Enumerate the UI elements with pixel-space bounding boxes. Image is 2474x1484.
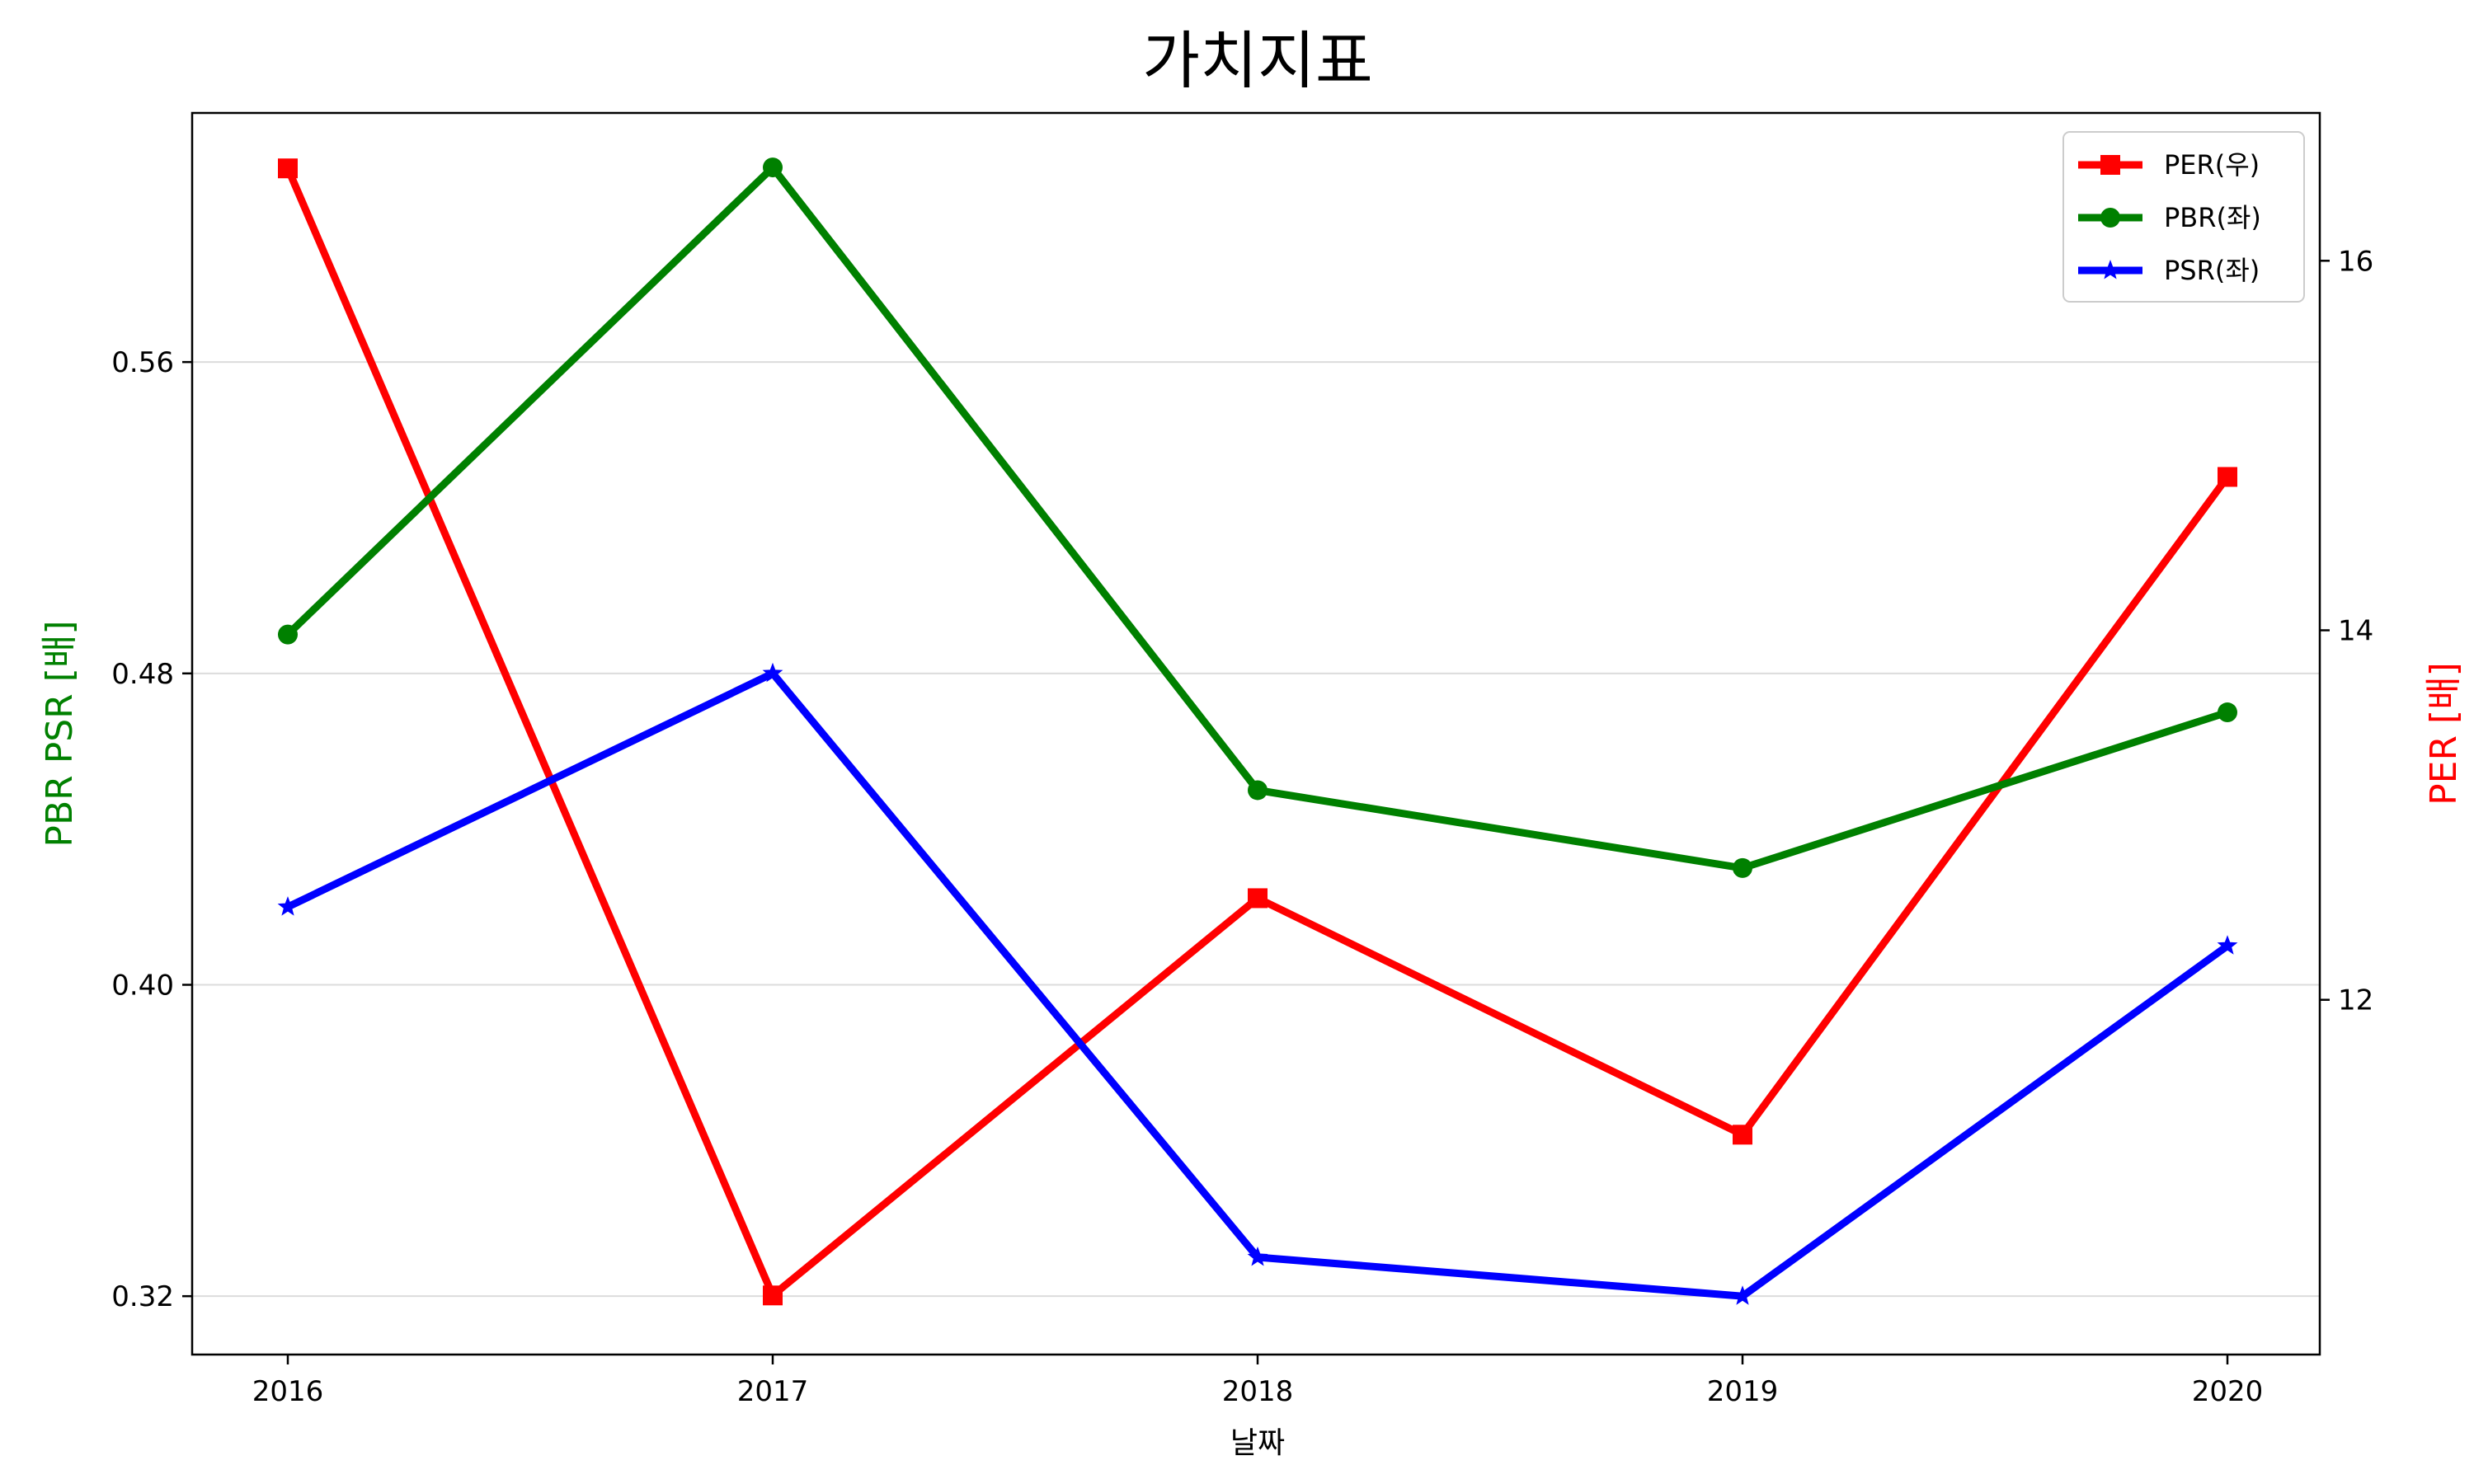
x-tick-label: 2016: [252, 1375, 324, 1408]
right-tick-label: 14: [2338, 615, 2373, 648]
left-tick-label: 0.48: [111, 658, 174, 691]
legend-label-per: PER(우): [2164, 149, 2260, 181]
series-line-per: [284, 167, 2231, 1299]
x-axis: 2016 2017 2018 2019 2020: [252, 1355, 2264, 1408]
grid-lines: [192, 361, 2320, 1298]
series-layer: [277, 157, 2238, 1306]
series-pbr: [278, 157, 2237, 878]
x-tick-label: 2018: [1222, 1375, 1294, 1408]
legend-marker-pbr: [2100, 208, 2120, 228]
left-y-axis: 0.32 0.40 0.48 0.56: [111, 346, 192, 1313]
legend-label-psr: PSR(좌): [2164, 255, 2260, 286]
left-tick-label: 0.40: [111, 970, 174, 1003]
right-tick-label: 12: [2338, 984, 2373, 1017]
x-tick-label: 2020: [2192, 1375, 2264, 1408]
series-per: [278, 158, 2237, 1306]
x-axis-label: 날짜: [1230, 1426, 1285, 1460]
data-point-psr: [762, 662, 783, 683]
data-point-pbr: [1733, 857, 1752, 878]
chart-title: 가치지표: [1142, 24, 1373, 97]
legend: PER(우) PBR(좌) PSR(좌): [2062, 131, 2305, 303]
data-point-pbr: [2218, 702, 2237, 723]
left-tick-label: 0.56: [111, 346, 174, 379]
left-tick-label: 0.32: [111, 1280, 174, 1313]
data-point-per: [2218, 467, 2237, 487]
data-point-pbr: [1248, 780, 1268, 801]
legend-label-pbr: PBR(좌): [2164, 202, 2261, 233]
data-point-psr: [1732, 1285, 1753, 1305]
x-tick-label: 2019: [1707, 1375, 1779, 1408]
legend-marker-psr: [2100, 260, 2121, 279]
data-point-psr: [277, 896, 299, 916]
right-y-axis: 12 14 16: [2320, 245, 2373, 1017]
data-point-pbr: [763, 157, 783, 178]
legend-box: [2062, 131, 2305, 303]
data-point-psr: [1247, 1247, 1268, 1266]
data-point-per: [1248, 888, 1268, 909]
right-y-axis-label: PER [배]: [2423, 662, 2465, 805]
data-point-psr: [2217, 935, 2238, 955]
data-point-per: [278, 158, 298, 179]
data-point-pbr: [278, 624, 298, 645]
plot-area-frame: [190, 111, 2321, 1356]
left-y-axis-label: PBR PSR [배]: [39, 620, 81, 847]
legend-marker-per: [2100, 155, 2120, 175]
x-tick-label: 2017: [737, 1375, 809, 1408]
right-tick-label: 16: [2338, 245, 2373, 278]
data-point-per: [1733, 1125, 1752, 1145]
data-point-per: [763, 1285, 783, 1306]
series-psr: [277, 662, 2238, 1305]
